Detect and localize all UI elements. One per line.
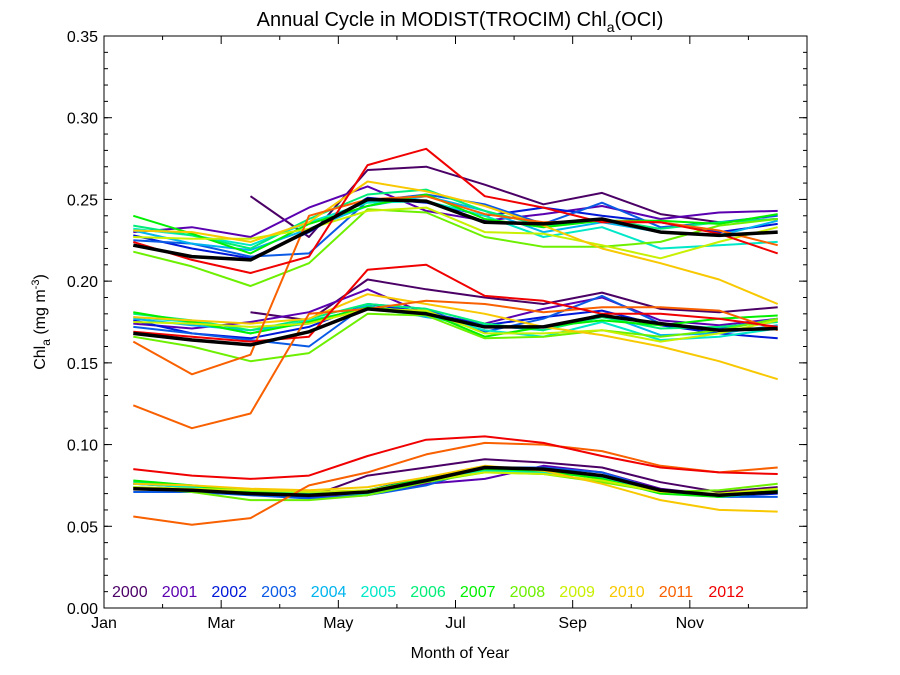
series-line-2009-upper: [133, 206, 778, 260]
x-tick-label: Jul: [445, 615, 465, 632]
y-tick-label: 0.00: [67, 601, 98, 618]
legend-item-2012: 2012: [708, 584, 744, 601]
x-tick-label: Jan: [91, 615, 117, 632]
y-tick-label: 0.35: [67, 29, 98, 46]
y-tick-label: 0.20: [67, 274, 98, 291]
legend-item-2011: 2011: [659, 584, 694, 601]
mean-line-lower: [133, 465, 778, 497]
series-line-2010-middle: [133, 293, 778, 381]
x-tick-label: May: [323, 615, 353, 632]
series-line-2011-middle: [132, 299, 779, 430]
legend-item-2007: 2007: [460, 584, 496, 601]
series-line-2012-lower: [133, 435, 778, 480]
plot-area: [132, 147, 779, 526]
legend-item-2001: 2001: [162, 584, 198, 601]
y-tick-label: 0.05: [67, 519, 98, 536]
y-tick-label: 0.30: [67, 111, 98, 128]
legend-item-2005: 2005: [361, 584, 397, 601]
legend-item-2004: 2004: [311, 584, 347, 601]
legend-item-2008: 2008: [510, 584, 546, 601]
series-line-2012-middle: [133, 263, 778, 343]
legend-item-2010: 2010: [609, 584, 645, 601]
x-axis-label: Month of Year: [411, 645, 510, 662]
series-line-2011-upper: [132, 195, 778, 376]
legend-item-2002: 2002: [211, 584, 247, 601]
series-line-2000-upper: [249, 165, 778, 238]
series-line-2011-lower: [133, 441, 778, 526]
series-line-2006-upper: [133, 188, 778, 250]
y-axis-label: Chla (mg m-3): [30, 274, 53, 370]
series-line-2005-upper: [133, 200, 778, 250]
y-tick-label: 0.25: [67, 192, 98, 209]
mean-line-upper: [132, 197, 778, 262]
legend-item-2000: 2000: [112, 584, 148, 601]
legend: 2000 2001 2002 2003 2004 2005 2006 2007 2008 2009…: [112, 584, 744, 601]
x-tick-label: Nov: [676, 615, 704, 632]
series-line-2001-upper: [133, 185, 778, 238]
legend-item-2006: 2006: [410, 584, 446, 601]
axis-ticks: 0.00 0.05 0.10 0.15 0.20 0.25 0.30 0.35 Jan Mar Ma…: [67, 29, 807, 632]
series-line-2006-middle: [133, 303, 778, 332]
series-line-2012-upper: [133, 147, 779, 274]
x-tick-label: Sep: [558, 615, 587, 632]
mean-line-middle: [133, 307, 778, 347]
series-line-2008-upper: [133, 208, 778, 287]
series-line-2010-upper: [133, 180, 779, 305]
y-tick-label: 0.15: [67, 356, 98, 373]
series-line-2010-lower: [133, 464, 778, 513]
x-tick-label: Mar: [207, 615, 235, 632]
series-line-2007-upper: [133, 193, 778, 255]
legend-item-2003: 2003: [261, 584, 297, 601]
series-line-2000-lower: [250, 458, 778, 498]
chart-title: Annual Cycle in MODIST(TROCIM) Chla(OCI): [257, 9, 664, 35]
legend-item-2009: 2009: [559, 584, 595, 601]
y-tick-label: 0.10: [67, 438, 98, 455]
